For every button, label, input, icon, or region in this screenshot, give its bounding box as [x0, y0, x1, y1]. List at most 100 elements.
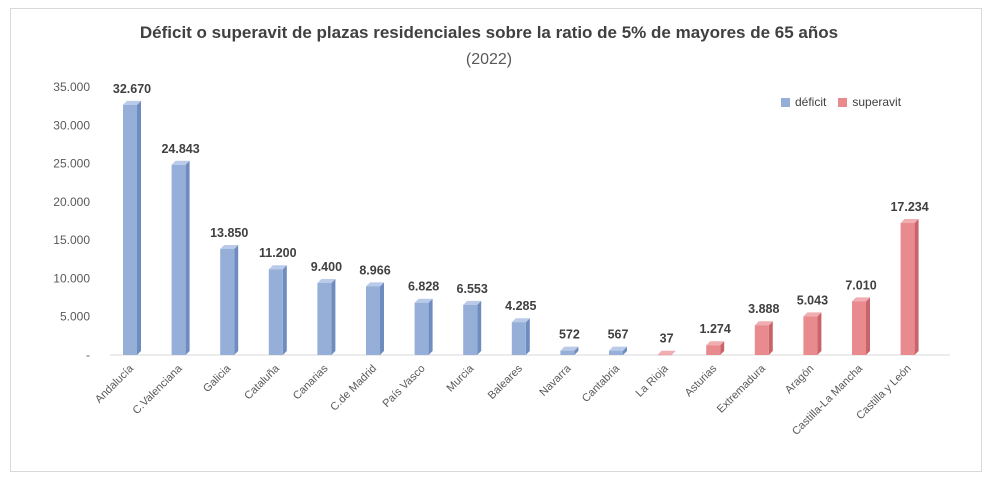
bar-catalu-a [268, 269, 283, 355]
bar-asturias [706, 345, 721, 355]
value-label-baleares: 4.285 [505, 299, 536, 313]
bar-side-castilla-la-mancha [866, 297, 870, 355]
category-label-la-rioja: La Rioja [634, 362, 672, 400]
bar-side-navarra [574, 346, 579, 355]
bar-side-c-valenciana [185, 160, 190, 355]
value-label-galicia: 13.850 [210, 226, 248, 240]
bar-top-andaluc-a [123, 100, 141, 105]
category-label-asturias: Asturias [683, 362, 720, 399]
bar-pa-s-vasco [414, 302, 429, 355]
value-label-castilla-y-le-n: 17.234 [890, 200, 928, 214]
value-label-c-valenciana: 24.843 [161, 142, 199, 156]
value-label-arag-n: 5.043 [797, 293, 828, 307]
bar-top-extremadura [754, 321, 773, 326]
value-label-extremadura: 3.888 [748, 302, 779, 316]
category-label-cantabria: Cantabria [580, 362, 623, 405]
bar-top-canarias [317, 279, 336, 284]
y-tick-label: - [86, 348, 90, 362]
bar-la-rioja [657, 354, 672, 356]
y-tick-label: 20.000 [53, 195, 90, 209]
bar-top-baleares [511, 318, 530, 323]
bar-side-murcia [477, 300, 482, 355]
bar-andaluc-a [123, 104, 137, 355]
bar-side-andaluc-a [137, 100, 141, 355]
bar-arag-n [803, 316, 818, 355]
category-label-baleares: Baleares [486, 362, 526, 402]
value-label-asturias: 1.274 [700, 322, 731, 336]
bar-murcia [463, 304, 478, 355]
bar-side-pa-s-vasco [428, 298, 433, 355]
bar-top-castilla-y-le-n [900, 219, 919, 224]
category-label-galicia: Galicia [201, 362, 234, 395]
category-label-andaluc-a: Andalucía [93, 362, 137, 406]
bar-side-castilla-y-le-n [914, 219, 919, 355]
category-label-catalu-a: Cataluña [242, 362, 282, 402]
bar-side-catalu-a [282, 265, 287, 355]
value-label-la-rioja: 37 [660, 332, 674, 346]
bar-extremadura [754, 325, 769, 355]
value-label-pa-s-vasco: 6.828 [408, 280, 439, 294]
value-label-c-de-madrid: 8.966 [359, 263, 390, 277]
bar-canarias [317, 283, 332, 355]
category-label-pa-s-vasco: País Vasco [380, 363, 427, 410]
bar-side-extremadura [768, 321, 773, 355]
y-tick-label: 30.000 [53, 118, 90, 132]
category-label-murcia: Murcia [444, 362, 476, 394]
legend-label-deficit: déficit [795, 95, 827, 109]
category-label-c-valenciana: C.Valenciana [131, 362, 186, 417]
bar-top-navarra [560, 346, 579, 351]
value-label-cantabria: 567 [608, 328, 629, 342]
bar-side-galicia [234, 244, 239, 355]
bar-baleares [511, 322, 526, 355]
y-tick-label: 5.000 [60, 310, 90, 324]
legend-label-superavit: superavit [852, 95, 902, 109]
y-tick-label: 10.000 [53, 271, 90, 285]
value-label-castilla-la-mancha: 7.010 [845, 278, 876, 292]
bar-top-murcia [463, 300, 482, 305]
bar-galicia [220, 248, 235, 355]
bar-top-pa-s-vasco [414, 298, 433, 303]
legend-item-deficit: déficit [781, 95, 826, 109]
bar-top-catalu-a [268, 265, 287, 270]
bar-side-canarias [331, 279, 336, 355]
bar-top-c-valenciana [171, 160, 190, 165]
category-label-c-de-madrid: C.de Madrid [328, 363, 379, 414]
bar-navarra [560, 350, 575, 355]
bar-castilla-la-mancha [852, 301, 866, 355]
bar-top-arag-n [803, 312, 822, 317]
bar-side-la-rioja [671, 350, 676, 355]
bar-side-c-de-madrid [380, 282, 384, 355]
y-tick-label: 35.000 [53, 80, 90, 94]
category-label-navarra: Navarra [537, 362, 574, 399]
bar-c-de-madrid [366, 286, 380, 355]
bar-side-cantabria [623, 346, 627, 355]
legend-swatch-superavit [838, 97, 848, 107]
chart-legend: déficit superavit [781, 95, 913, 109]
legend-item-superavit: superavit [838, 95, 901, 109]
bar-castilla-y-le-n [900, 223, 915, 355]
value-label-catalu-a: 11.200 [259, 246, 297, 260]
y-tick-label: 15.000 [53, 233, 90, 247]
category-label-canarias: Canarias [291, 362, 331, 402]
value-label-murcia: 6.553 [457, 282, 488, 296]
bar-top-castilla-la-mancha [852, 297, 870, 302]
bar-side-baleares [525, 318, 530, 355]
bar-top-cantabria [609, 346, 627, 351]
y-tick-label: 25.000 [53, 157, 90, 171]
chart-subtitle: (2022) [465, 51, 513, 68]
bar-top-c-de-madrid [366, 282, 384, 287]
legend-swatch-deficit [781, 97, 790, 107]
value-label-navarra: 572 [559, 328, 580, 342]
bar-top-galicia [220, 244, 239, 249]
value-label-andaluc-a: 32.670 [113, 82, 151, 96]
chart-title: Déficit o superavit de plazas residencia… [139, 23, 839, 42]
value-label-canarias: 9.400 [311, 260, 342, 274]
bar-top-la-rioja [657, 350, 676, 355]
bar-c-valenciana [171, 164, 186, 355]
bar-side-asturias [720, 341, 725, 355]
bar-side-arag-n [817, 312, 822, 355]
category-label-extremadura: Extremadura [715, 362, 769, 416]
bar-cantabria [609, 350, 623, 355]
category-label-arag-n: Aragón [783, 363, 817, 397]
